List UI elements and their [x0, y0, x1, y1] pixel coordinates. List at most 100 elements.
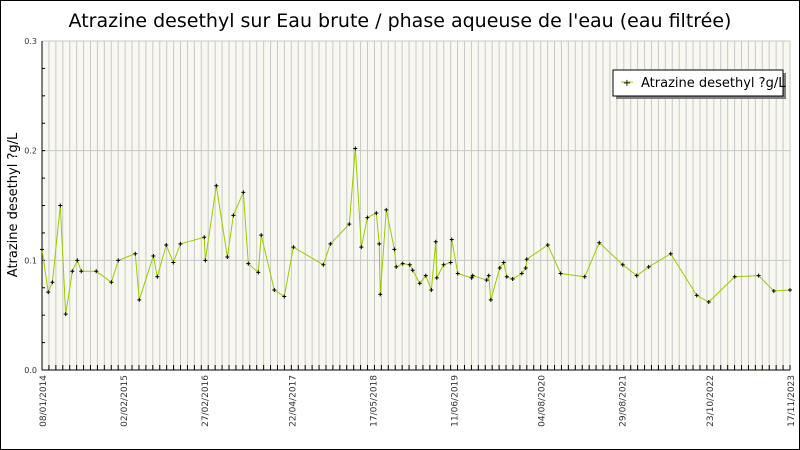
data-point	[79, 269, 84, 274]
data-point	[394, 264, 399, 269]
x-tick-label: 23/10/2022	[706, 375, 716, 427]
data-point	[504, 274, 509, 279]
x-tick-label: 29/08/2021	[619, 375, 629, 427]
data-point	[291, 245, 296, 250]
data-point	[756, 273, 761, 278]
data-point	[178, 241, 183, 246]
data-point	[433, 239, 438, 244]
series-atrazine-desethyl	[40, 146, 792, 317]
legend-box	[612, 69, 784, 97]
data-point	[353, 146, 358, 151]
data-point	[429, 287, 434, 292]
legend-label: Atrazine desethyl ?g/L	[641, 76, 786, 91]
data-point	[116, 258, 121, 263]
data-point	[246, 261, 251, 266]
data-point	[241, 190, 246, 195]
data-point	[272, 287, 277, 292]
y-tick-labels: 0.0 0.1 0.2 0.3	[24, 37, 37, 375]
data-point	[582, 274, 587, 279]
axes	[41, 41, 790, 371]
data-point	[694, 293, 699, 298]
data-point	[449, 237, 454, 242]
x-tick-labels: 08/01/2014 02/02/2015 27/02/2016 22/04/2017…	[39, 375, 797, 427]
data-point	[378, 292, 383, 297]
data-point	[434, 275, 439, 280]
data-point	[732, 274, 737, 279]
data-point	[646, 264, 651, 269]
data-point	[202, 235, 207, 240]
data-point	[448, 260, 453, 265]
data-point	[259, 233, 264, 238]
y-tick-label: 0.2	[24, 147, 37, 156]
data-point	[374, 211, 379, 216]
series-line	[41, 148, 791, 315]
data-point	[410, 268, 415, 273]
data-point	[231, 213, 236, 218]
data-point	[50, 280, 55, 285]
data-point	[384, 207, 389, 212]
y-tick-label: 0.1	[24, 256, 37, 265]
data-point	[455, 271, 460, 276]
data-point	[524, 257, 529, 262]
legend-marker-icon: +	[623, 78, 631, 89]
data-point	[470, 273, 475, 278]
data-point	[668, 251, 673, 256]
data-point	[58, 203, 63, 208]
x-tick-label: 22/04/2017	[288, 375, 298, 427]
data-point	[488, 297, 493, 302]
data-point	[109, 280, 114, 285]
data-point	[328, 241, 333, 246]
data-point	[558, 271, 563, 276]
data-point	[377, 241, 382, 246]
data-point	[417, 281, 422, 286]
data-point	[469, 275, 474, 280]
x-tick-label: 04/08/2020	[538, 375, 548, 427]
x-tick-label: 17/11/2023	[787, 375, 797, 427]
data-point	[771, 289, 776, 294]
data-point	[40, 247, 44, 252]
data-point	[365, 215, 370, 220]
chart-title: Atrazine desethyl sur Eau brute / phase …	[69, 10, 732, 32]
data-point	[256, 270, 261, 275]
data-point	[75, 258, 80, 263]
data-point	[620, 262, 625, 267]
x-tick-label: 02/02/2015	[120, 375, 130, 427]
x-tick-label: 17/05/2018	[369, 375, 379, 427]
data-point	[63, 312, 68, 317]
data-point	[359, 245, 364, 250]
data-point	[486, 273, 491, 278]
data-point	[133, 251, 138, 256]
data-point	[214, 183, 219, 188]
data-point	[171, 260, 176, 265]
legend: + Atrazine desethyl ?g/L	[612, 69, 786, 99]
data-point	[510, 276, 515, 281]
data-point	[597, 240, 602, 245]
data-point	[523, 266, 528, 271]
data-point	[151, 253, 156, 258]
data-point	[392, 247, 397, 252]
data-point	[70, 269, 75, 274]
data-point	[400, 261, 405, 266]
data-point	[501, 260, 506, 265]
data-point	[164, 242, 169, 247]
x-tick-label: 27/02/2016	[201, 375, 211, 427]
data-point	[347, 222, 352, 227]
data-point	[634, 273, 639, 278]
y-axis-label: Atrazine desethyl ?g/L	[6, 132, 21, 277]
data-point	[225, 255, 230, 260]
data-point	[497, 266, 502, 271]
data-point	[282, 294, 287, 299]
data-point	[519, 271, 524, 276]
data-point	[46, 290, 51, 295]
data-point	[484, 278, 489, 283]
data-point	[203, 258, 208, 263]
data-point	[321, 262, 326, 267]
x-tick-label: 08/01/2014	[39, 375, 49, 427]
data-point	[137, 297, 142, 302]
data-point	[706, 300, 711, 305]
data-point	[441, 262, 446, 267]
data-point	[545, 242, 550, 247]
data-point	[423, 273, 428, 278]
data-point	[94, 269, 99, 274]
